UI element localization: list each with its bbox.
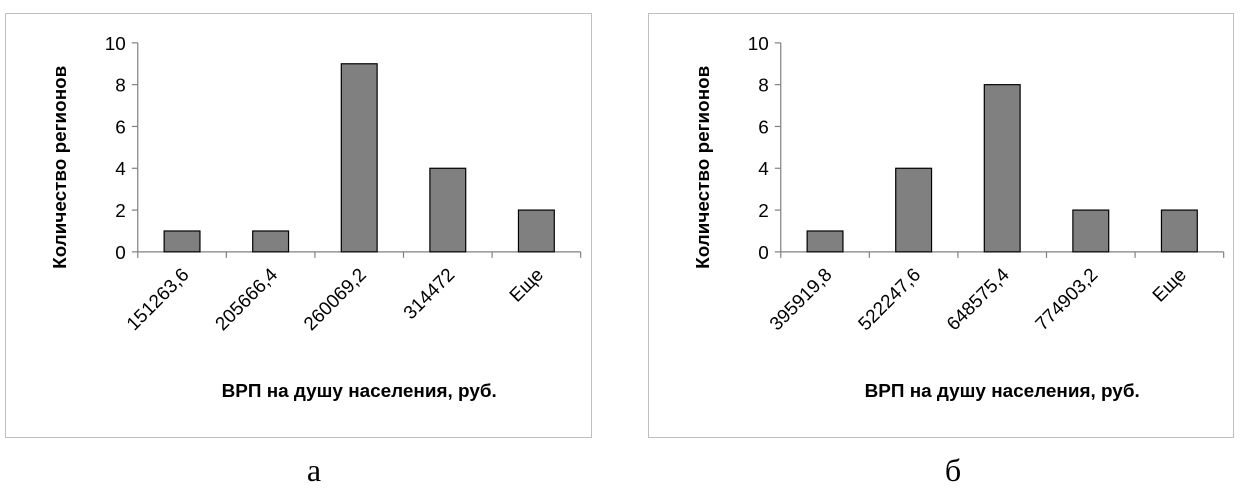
y-tick-label-b: 10: [748, 34, 769, 55]
bar-b-1: [806, 230, 844, 253]
y-tick-label-a: 0: [115, 243, 126, 264]
bar-a-4: [429, 167, 467, 253]
y-tick-label-a: 2: [115, 201, 126, 222]
histogram-b: 0 2 4 6 8 10 395919,8 522247,6 648575,4 774903,2 Е…: [648, 13, 1234, 438]
y-tick-label-a: 10: [105, 34, 126, 55]
caption-a: а: [306, 452, 322, 488]
histogram-a-svg: 0 2 4 6 8 10 151263,6 205666,4 260069,2 314472 Еще…: [50, 34, 582, 402]
bar-b-2: [895, 167, 933, 253]
x-tick-label-b: 648575,4: [943, 264, 1014, 335]
x-tick-label-b: Еще: [1149, 264, 1191, 306]
x-tick-label-b: 522247,6: [855, 264, 926, 335]
histogram-a: 0 2 4 6 8 10 151263,6 205666,4 260069,2 314472 Еще…: [5, 13, 592, 438]
bar-b-5: [1160, 209, 1198, 253]
y-tick-label-b: 8: [758, 76, 769, 97]
y-tick-label-b: 2: [758, 201, 769, 222]
bar-a-2: [252, 230, 290, 253]
x-tick-label-a: Еще: [506, 264, 548, 306]
x-axis-title-b: ВРП на душу населения, руб.: [865, 381, 1140, 402]
y-tick-label-a: 6: [115, 117, 126, 138]
y-axis-title-a: Количество регионов: [50, 66, 71, 269]
y-axis-title-b: Количество регионов: [693, 66, 714, 269]
y-tick-label-b: 4: [758, 159, 769, 180]
x-axis-title-a: ВРП на душу населения, руб.: [222, 381, 497, 402]
bar-b-3: [983, 84, 1021, 253]
bar-a-3: [340, 63, 378, 253]
y-tick-label-b: 6: [758, 117, 769, 138]
y-tick-label-b: 0: [758, 243, 769, 264]
histogram-b-svg: 0 2 4 6 8 10 395919,8 522247,6 648575,4 774903,2 Е…: [693, 34, 1225, 402]
bar-b-4: [1072, 209, 1110, 253]
bar-a-5: [517, 209, 555, 253]
x-tick-label-a: 205666,4: [212, 264, 283, 335]
x-tick-label-a: 260069,2: [300, 264, 371, 335]
x-tick-label-b: 774903,2: [1032, 264, 1103, 335]
caption-b: б: [944, 452, 962, 488]
y-tick-label-a: 8: [115, 76, 126, 97]
x-tick-label-b: 395919,8: [766, 264, 837, 335]
x-tick-label-a: 314472: [400, 264, 459, 323]
x-tick-label-a: 151263,6: [123, 264, 194, 335]
y-tick-label-a: 4: [115, 159, 126, 180]
bar-a-1: [163, 230, 201, 253]
